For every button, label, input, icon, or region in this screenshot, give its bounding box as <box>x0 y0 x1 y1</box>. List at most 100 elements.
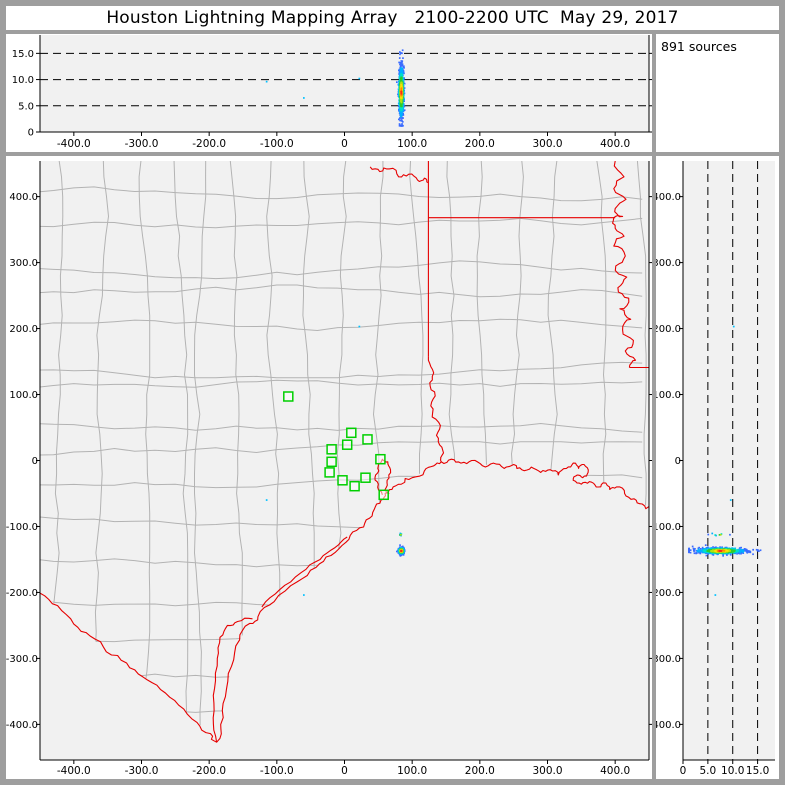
title-bar: Houston Lightning Mapping Array 2100-220… <box>6 6 779 30</box>
lightning-source-point <box>759 549 762 552</box>
tick-label: -300.0 <box>656 654 681 665</box>
altitude-vs-northsouth-plot: 400.0 300.0 200.0 100.0 0 -100.0 -200.0 -300.0 -… <box>656 161 775 777</box>
tick-label: 400.0 <box>656 192 681 203</box>
county-boundary-line <box>138 161 151 743</box>
lightning-source-point <box>752 553 754 556</box>
lightning-source-point <box>720 550 723 552</box>
lightning-source-point <box>401 112 403 114</box>
lightning-source-point <box>399 53 401 56</box>
lightning-source-point <box>398 57 401 59</box>
state-border-red-river <box>369 166 429 184</box>
lightning-source-point <box>710 547 713 550</box>
lightning-source-point <box>746 551 748 554</box>
tick-label: 400.0 <box>9 192 38 203</box>
lightning-source-point <box>400 84 403 86</box>
lightning-source-point <box>401 63 403 66</box>
lightning-source-point <box>399 555 402 557</box>
lightning-source-point <box>397 102 400 105</box>
lightning-source-point <box>399 532 402 535</box>
county-boundary-line <box>40 379 643 389</box>
lightning-source-point <box>738 549 741 551</box>
lightning-source-point <box>400 94 403 96</box>
lma-station-marker <box>360 472 371 483</box>
lightning-source-point <box>738 550 741 552</box>
lightning-source-point <box>400 81 403 84</box>
tick-label: -400.0 <box>6 720 38 731</box>
county-boundary-line <box>193 161 207 743</box>
lma-station-marker <box>378 489 389 501</box>
tick-label: 5.0 <box>700 765 717 777</box>
lma-station-marker <box>326 444 337 455</box>
lightning-source-point <box>752 548 754 551</box>
lightning-source-point <box>400 71 403 74</box>
lightning-source-point <box>403 67 405 69</box>
lightning-source-point <box>709 552 711 555</box>
county-boundary-line <box>40 318 643 332</box>
lightning-source-point <box>401 120 403 122</box>
lightning-source-point <box>693 549 695 551</box>
lightning-source-point <box>400 64 402 67</box>
tick-label: 100.0 <box>397 765 427 777</box>
lightning-source-point <box>749 551 752 554</box>
lma-station-marker <box>349 480 360 492</box>
lightning-sources-layer <box>265 49 406 127</box>
lightning-source-point <box>722 553 724 556</box>
lightning-source-point <box>400 60 403 62</box>
lightning-source-point <box>729 533 731 536</box>
plan-view-map-plot: 400.0 300.0 200.0 100.0 0 -100.0 -200.0 -300.0 -… <box>6 161 652 777</box>
lightning-source-point <box>704 544 707 546</box>
lightning-source-point <box>358 325 361 328</box>
lightning-source-point <box>400 90 402 93</box>
lightning-source-point <box>711 532 714 535</box>
lma-stations-layer <box>283 391 389 501</box>
lightning-source-point <box>265 80 268 83</box>
state-border-sabine-river <box>427 356 445 463</box>
lightning-source-point <box>303 97 305 99</box>
lightning-source-point <box>400 92 403 95</box>
lightning-source-point <box>732 549 735 552</box>
matagorda-bay-shore <box>261 536 348 608</box>
plot-background <box>40 161 649 760</box>
lightning-source-point <box>400 533 402 536</box>
tick-label: 400.0 <box>600 765 630 777</box>
lightning-source-point <box>399 544 401 546</box>
county-boundary-line <box>40 186 643 202</box>
tick-label: -400.0 <box>656 720 681 731</box>
county-boundary-line <box>40 217 643 229</box>
lightning-source-point <box>402 70 405 73</box>
lightning-source-point <box>400 115 402 117</box>
lma-station-marker <box>362 434 373 445</box>
lightning-source-point <box>697 550 699 553</box>
lightning-source-point <box>693 552 696 555</box>
lightning-source-point <box>303 594 305 596</box>
lightning-source-point <box>701 550 704 553</box>
plot-background <box>683 161 775 760</box>
lightning-source-point <box>402 554 405 556</box>
tick-label: 300.0 <box>532 138 562 150</box>
lightning-source-point <box>400 67 402 69</box>
lightning-source-point <box>737 549 739 551</box>
tick-label: 200.0 <box>465 138 495 150</box>
lightning-source-point <box>399 51 401 53</box>
lightning-source-point <box>400 75 402 78</box>
tick-label: 300.0 <box>656 258 681 269</box>
altitude-vs-northsouth-panel: 400.0 300.0 200.0 100.0 0 -100.0 -200.0 -300.0 -… <box>656 156 779 779</box>
lightning-source-point <box>741 550 744 553</box>
lightning-source-point <box>745 550 748 553</box>
source-count-panel: 891 sources <box>656 34 779 152</box>
lightning-source-point <box>713 546 716 549</box>
lma-station-marker <box>283 391 294 402</box>
tick-label: 10.0 <box>721 765 744 777</box>
lma-station-marker <box>375 453 386 465</box>
lightning-source-point <box>700 549 703 552</box>
lightning-source-point <box>722 555 724 557</box>
tick-label: 400.0 <box>600 138 630 150</box>
lightning-source-point <box>742 552 745 554</box>
lightning-source-point <box>740 549 743 552</box>
lightning-source-point <box>731 548 734 550</box>
lightning-source-point <box>696 549 699 552</box>
lightning-source-point <box>707 546 709 549</box>
tick-label: 0 <box>28 128 34 139</box>
lightning-source-point <box>400 88 403 90</box>
